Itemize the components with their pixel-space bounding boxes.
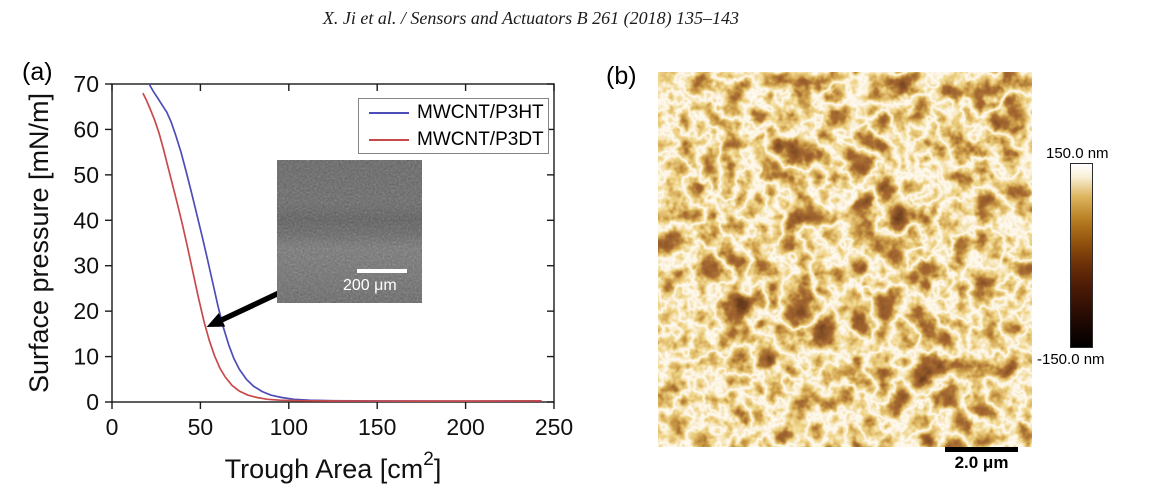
x-tick-label: 50 [188, 414, 214, 440]
panel-a-label: (a) [22, 58, 53, 86]
y-tick-label: 0 [86, 389, 99, 415]
panel-b-label: (b) [606, 62, 637, 90]
legend-item-p3dt: MWCNT/P3DT [369, 129, 544, 151]
y-tick-label: 20 [73, 298, 99, 324]
legend-line-red [369, 138, 409, 141]
series-MWCNT/P3DT [142, 92, 542, 402]
x-tick-label: 200 [446, 414, 484, 440]
inset-scale-bar-label: 200 μm [343, 277, 397, 294]
x-axis-label: Trough Area [cm2] [225, 449, 442, 484]
y-tick-label: 60 [73, 116, 99, 142]
x-tick-label: 150 [358, 414, 396, 440]
colorbar-max-label: 150.0 nm [1046, 145, 1109, 162]
inset-micrograph: 200 μm [277, 160, 422, 303]
x-tick-label: 250 [535, 414, 573, 440]
afm-scale-bar-label: 2.0 μm [954, 453, 1009, 472]
plot-box [111, 83, 555, 403]
afm-scale-bar [945, 447, 1018, 452]
height-colorbar [1070, 163, 1093, 348]
y-tick-label: 70 [73, 71, 99, 97]
legend-label-p3dt: MWCNT/P3DT [417, 128, 544, 150]
legend-label-p3ht: MWCNT/P3HT [417, 101, 544, 123]
journal-header: X. Ji et al. / Sensors and Actuators B 2… [322, 8, 740, 28]
x-tick-label: 0 [106, 414, 119, 440]
inset-scale-bar [357, 269, 407, 273]
x-tick-label: 100 [270, 414, 308, 440]
afm-texture [658, 72, 1032, 447]
surface-pressure-chart: 0 50 100 150 200 250 0 10 20 30 40 50 60 70 Trough Are… [24, 71, 573, 484]
inset-micrograph-texture [277, 160, 422, 303]
annotation-arrow-shaft [220, 288, 285, 323]
colorbar-min-label: -150.0 nm [1037, 351, 1105, 368]
y-tick-label: 30 [73, 253, 99, 279]
afm-image [658, 72, 1032, 447]
y-tick-label: 10 [73, 344, 99, 370]
series-MWCNT/P3HT [148, 83, 542, 402]
legend-line-blue [369, 111, 409, 114]
legend-item-p3ht: MWCNT/P3HT [369, 102, 544, 124]
y-tick-label: 40 [73, 207, 99, 233]
y-tick-label: 50 [73, 162, 99, 188]
annotation-arrow-head [206, 313, 226, 328]
chart-legend: MWCNT/P3HT MWCNT/P3DT [358, 98, 549, 154]
y-axis-label: Surface pressure [mN/m] [24, 93, 54, 393]
